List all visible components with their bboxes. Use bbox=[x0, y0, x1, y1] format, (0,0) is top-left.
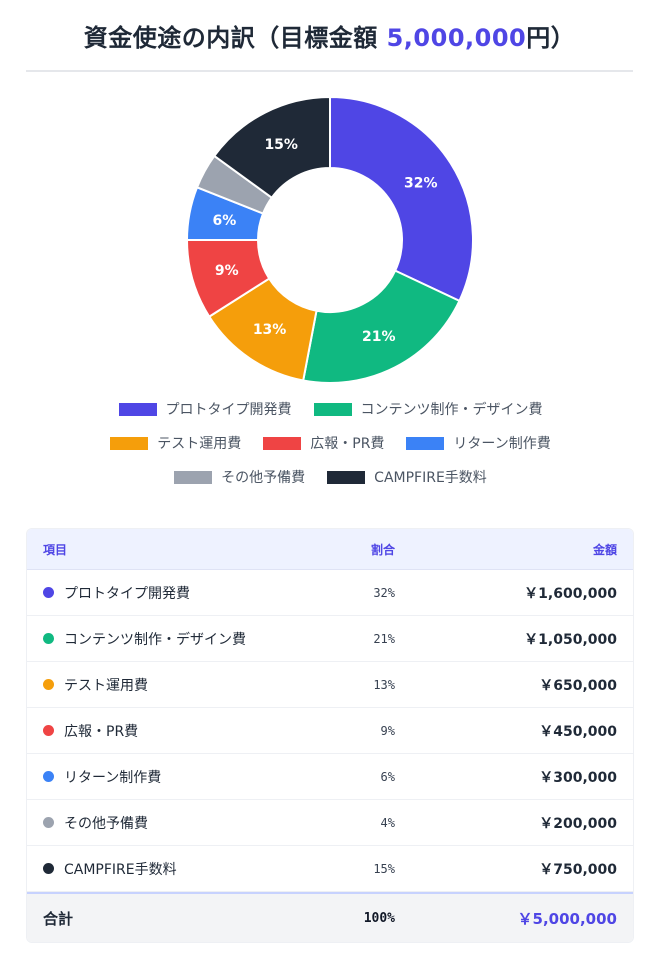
title-prefix: 資金使途の内訳（目標金額 bbox=[83, 23, 387, 52]
legend-label: CAMPFIRE手数料 bbox=[374, 470, 487, 486]
row-name-cell: CAMPFIRE手数料 bbox=[27, 859, 343, 879]
total-amount: ￥5,000,000 bbox=[517, 909, 617, 928]
row-pct: 6% bbox=[380, 769, 395, 784]
header-item: 項目 bbox=[43, 542, 68, 557]
row-amount: ￥1,600,000 bbox=[524, 585, 617, 602]
title-amount: 5,000,000 bbox=[386, 23, 527, 52]
row-color-dot bbox=[43, 587, 54, 598]
total-label: 合計 bbox=[43, 909, 74, 928]
row-name-cell: プロトタイプ開発費 bbox=[27, 583, 343, 603]
row-pct: 15% bbox=[373, 861, 395, 876]
legend-item[interactable]: その他予備費 bbox=[174, 467, 305, 487]
table-row: 広報・PR費 9% ￥450,000 bbox=[27, 708, 633, 754]
donut-chart: 32% 21% 13% 9% 6% 15% bbox=[185, 95, 474, 384]
row-amount: ￥200,000 bbox=[539, 815, 617, 832]
header-amount: 金額 bbox=[592, 542, 617, 557]
legend-item[interactable]: コンテンツ制作・デザイン費 bbox=[313, 399, 543, 419]
row-name: 広報・PR費 bbox=[64, 723, 139, 740]
table-total-row: 合計 100% ￥5,000,000 bbox=[27, 892, 633, 942]
legend-swatch bbox=[406, 436, 445, 450]
row-amount: ￥1,050,000 bbox=[524, 631, 617, 648]
donut-slice bbox=[329, 95, 474, 303]
row-amount: ￥750,000 bbox=[539, 861, 617, 878]
legend-swatch bbox=[118, 402, 157, 416]
legend-row: その他予備費 CAMPFIRE手数料 bbox=[0, 460, 661, 494]
legend-label: テスト運用費 bbox=[157, 436, 242, 452]
legend-swatch bbox=[313, 402, 352, 416]
legend-label: その他予備費 bbox=[221, 470, 306, 486]
slice-label: 6% bbox=[213, 213, 237, 229]
row-name-cell: その他予備費 bbox=[27, 813, 343, 833]
total-pct: 100% bbox=[363, 910, 395, 926]
row-color-dot bbox=[43, 679, 54, 690]
row-color-dot bbox=[43, 725, 54, 736]
legend-label: 広報・PR費 bbox=[310, 436, 385, 452]
row-name: CAMPFIRE手数料 bbox=[64, 861, 177, 878]
title-suffix: 円） bbox=[526, 23, 576, 52]
table-header-row: 項目 割合 金額 bbox=[27, 529, 633, 570]
title-bar: 資金使途の内訳（目標金額 5,000,000円） bbox=[26, 0, 633, 72]
row-name-cell: コンテンツ制作・デザイン費 bbox=[27, 629, 343, 649]
legend-swatch bbox=[327, 470, 366, 484]
table-row: リターン制作費 6% ￥300,000 bbox=[27, 754, 633, 800]
legend-item[interactable]: リターン制作費 bbox=[406, 433, 551, 453]
legend-item[interactable]: テスト運用費 bbox=[110, 433, 241, 453]
row-color-dot bbox=[43, 817, 54, 828]
row-name: その他予備費 bbox=[64, 815, 148, 832]
row-amount: ￥450,000 bbox=[539, 723, 617, 740]
row-name: リターン制作費 bbox=[64, 769, 162, 786]
legend-label: プロトタイプ開発費 bbox=[165, 402, 292, 418]
legend-label: コンテンツ制作・デザイン費 bbox=[360, 402, 543, 418]
slice-label: 32% bbox=[404, 175, 438, 191]
row-name-cell: 広報・PR費 bbox=[27, 721, 343, 741]
table-row: その他予備費 4% ￥200,000 bbox=[27, 800, 633, 846]
legend-row: プロトタイプ開発費 コンテンツ制作・デザイン費 bbox=[0, 392, 661, 426]
row-name-cell: テスト運用費 bbox=[27, 675, 343, 695]
slice-label: 13% bbox=[253, 322, 287, 338]
row-name: テスト運用費 bbox=[64, 677, 148, 694]
slice-label: 9% bbox=[215, 263, 239, 279]
legend-row: テスト運用費 広報・PR費 リターン制作費 bbox=[0, 426, 661, 460]
row-pct: 4% bbox=[380, 815, 395, 830]
legend-item[interactable]: 広報・PR費 bbox=[263, 433, 384, 453]
table-body: プロトタイプ開発費 32% ￥1,600,000 コンテンツ制作・デザイン費 21% ￥1… bbox=[27, 570, 633, 892]
row-color-dot bbox=[43, 771, 54, 782]
table-row: プロトタイプ開発費 32% ￥1,600,000 bbox=[27, 570, 633, 616]
row-pct: 21% bbox=[373, 631, 395, 646]
donut-slice bbox=[302, 269, 461, 384]
donut-slice bbox=[212, 95, 331, 200]
slice-label: 21% bbox=[362, 329, 396, 345]
row-color-dot bbox=[43, 863, 54, 874]
page-title: 資金使途の内訳（目標金額 5,000,000円） bbox=[84, 18, 576, 53]
legend-swatch bbox=[174, 470, 213, 484]
slice-label: 15% bbox=[264, 137, 298, 153]
row-name: コンテンツ制作・デザイン費 bbox=[64, 631, 246, 648]
legend-swatch bbox=[110, 436, 149, 450]
header-pct: 割合 bbox=[370, 542, 395, 557]
legend-item[interactable]: CAMPFIRE手数料 bbox=[327, 467, 487, 487]
chart-legend: プロトタイプ開発費 コンテンツ制作・デザイン費テスト運用費 広報・PR費 リターン制作… bbox=[0, 392, 661, 494]
row-pct: 32% bbox=[373, 585, 395, 600]
row-pct: 13% bbox=[373, 677, 395, 692]
table-row: テスト運用費 13% ￥650,000 bbox=[27, 662, 633, 708]
legend-item[interactable]: プロトタイプ開発費 bbox=[118, 399, 292, 419]
budget-table: 項目 割合 金額 プロトタイプ開発費 32% ￥1,600,000 コンテンツ制作・デ… bbox=[26, 528, 634, 943]
row-amount: ￥300,000 bbox=[539, 769, 617, 786]
row-color-dot bbox=[43, 633, 54, 644]
legend-label: リターン制作費 bbox=[453, 436, 551, 452]
row-name-cell: リターン制作費 bbox=[27, 767, 343, 787]
row-pct: 9% bbox=[380, 723, 395, 738]
row-amount: ￥650,000 bbox=[539, 677, 617, 694]
table-row: コンテンツ制作・デザイン費 21% ￥1,050,000 bbox=[27, 616, 633, 662]
legend-swatch bbox=[263, 436, 302, 450]
table-row: CAMPFIRE手数料 15% ￥750,000 bbox=[27, 846, 633, 892]
row-name: プロトタイプ開発費 bbox=[64, 585, 190, 602]
